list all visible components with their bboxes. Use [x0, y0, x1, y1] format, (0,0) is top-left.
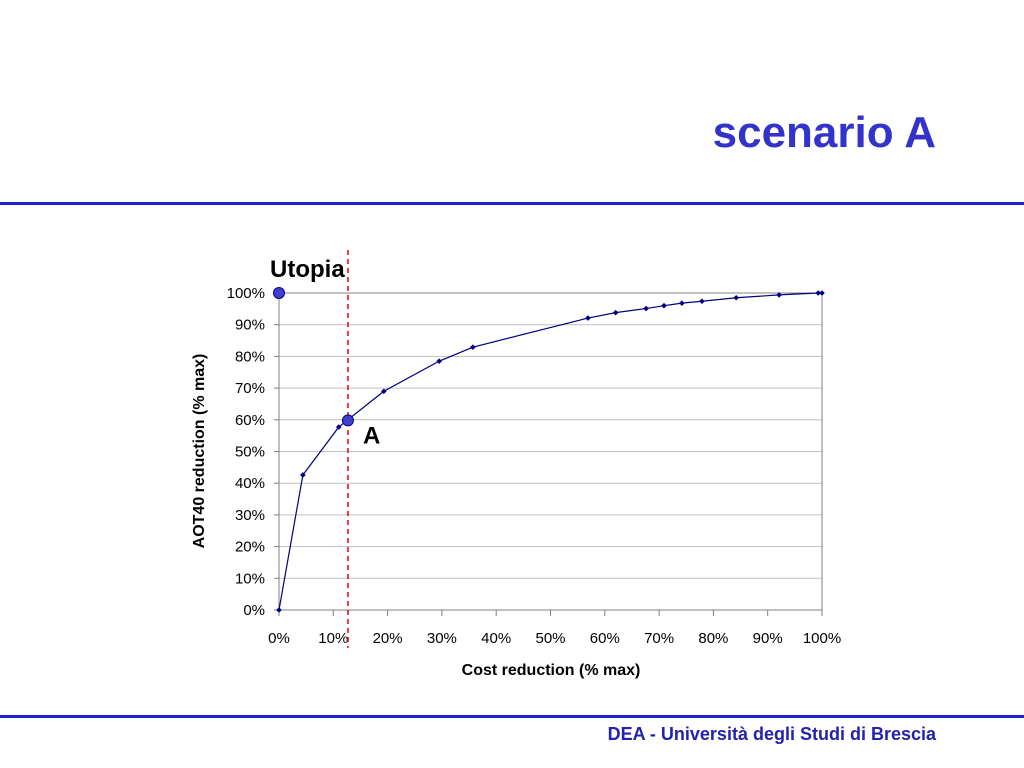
series-group: [276, 290, 825, 613]
annotations-group: Utopia A: [270, 256, 380, 449]
chart-gridlines: [279, 292, 822, 579]
data-point: [436, 358, 442, 364]
y-tick-label: 10%: [235, 570, 265, 587]
annotation-label-a: A: [363, 422, 380, 449]
series-line: [278, 292, 822, 611]
x-axis-label: Cost reduction (% max): [462, 662, 641, 679]
y-tick-label: 0%: [243, 602, 265, 619]
annotation-marker-a: [341, 414, 354, 427]
y-tick-label: 70%: [235, 380, 265, 397]
x-tick-label: 90%: [753, 630, 783, 647]
x-tick-label: 30%: [427, 630, 457, 647]
data-point: [819, 290, 825, 296]
y-axis-tick-labels: 0% 10% 20% 30% 40% 50% 60% 70% 80% 90% 100%: [227, 285, 279, 619]
x-axis-tick-labels: 0% 10% 20% 30% 40% 50% 60% 70% 80% 90% 100%: [268, 610, 841, 647]
x-tick-label: 80%: [698, 630, 728, 647]
data-point: [276, 607, 282, 613]
y-tick-label: 20%: [235, 539, 265, 556]
x-tick-label: 20%: [373, 630, 403, 647]
x-tick-label: 40%: [481, 630, 511, 647]
x-tick-label: 60%: [590, 630, 620, 647]
y-axis-label: AOT40 reduction (% max): [191, 354, 208, 549]
footer-divider: [0, 715, 1024, 718]
data-point: [679, 300, 685, 306]
data-point: [612, 309, 619, 316]
data-point: [815, 290, 821, 296]
y-tick-label: 40%: [235, 475, 265, 492]
annotation-marker-utopia: [273, 287, 285, 299]
data-point: [643, 305, 649, 312]
annotation-label-utopia: Utopia: [270, 256, 345, 283]
y-tick-label: 100%: [227, 285, 265, 302]
y-tick-label: 80%: [235, 348, 265, 365]
footer-institution: DEA - Università degli Studi di Brescia: [607, 724, 936, 744]
y-tick-label: 60%: [235, 412, 265, 429]
data-point: [699, 298, 705, 305]
data-point: [335, 424, 342, 430]
data-point: [300, 472, 306, 478]
data-point: [470, 344, 476, 351]
title-divider: [0, 202, 1024, 205]
x-tick-label: 100%: [803, 630, 841, 647]
x-tick-label: 70%: [644, 630, 674, 647]
y-tick-label: 90%: [235, 317, 265, 334]
data-point: [733, 294, 740, 301]
data-point: [661, 302, 667, 309]
y-tick-label: 30%: [235, 507, 265, 524]
y-tick-label: 50%: [235, 444, 265, 461]
x-tick-label: 10%: [318, 630, 348, 647]
data-point: [380, 388, 387, 395]
slide-title: scenario A: [712, 108, 936, 157]
x-tick-label: 50%: [535, 630, 565, 647]
x-tick-label: 0%: [268, 630, 290, 647]
data-point: [776, 292, 782, 298]
data-point: [585, 315, 591, 321]
